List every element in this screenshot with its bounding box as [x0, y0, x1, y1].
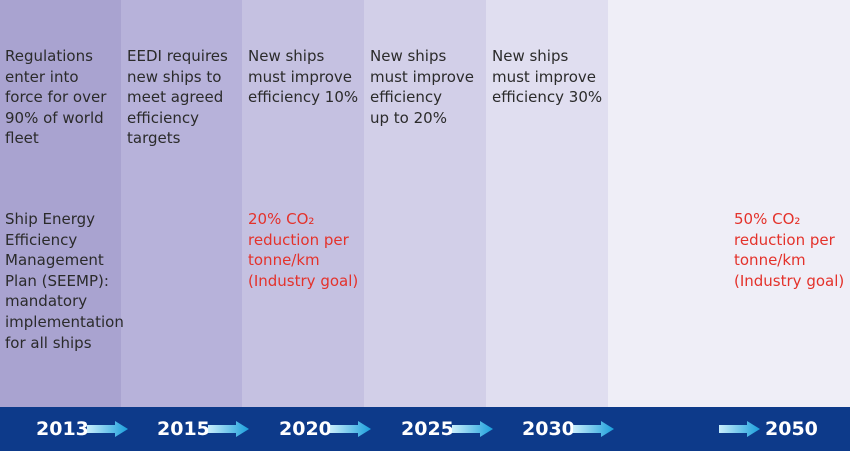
text-line: must improve: [370, 67, 475, 86]
text-line: targets: [127, 129, 181, 148]
text-line: Plan (SEEMP):: [5, 271, 109, 290]
text-line: fleet: [5, 129, 39, 148]
right-arrow-icon: [452, 421, 493, 437]
text-line: Ship Energy: [5, 210, 95, 228]
text-line: efficiency 10%: [248, 88, 359, 107]
right-arrow-icon: [573, 421, 614, 437]
timeline-column-2013: [0, 0, 121, 407]
text-line: New ships: [370, 47, 447, 65]
text-line: force for over: [5, 88, 107, 107]
text-line: for all ships: [5, 333, 92, 352]
text-line: EEDI requires: [127, 47, 228, 65]
text-line: efficiency: [370, 88, 443, 107]
year-label-2030: 2030: [522, 418, 575, 440]
text-line: implementation: [5, 312, 124, 331]
timeline-column-2030: [486, 0, 608, 407]
industry-goal-2020: 20% CO₂ reduction per tonne/km (Industry…: [248, 209, 358, 291]
industry-goal-2050: 50% CO₂ reduction per tonne/km (Industry…: [734, 209, 844, 291]
text-line: meet agreed: [127, 88, 224, 107]
text-line: reduction per: [734, 230, 835, 249]
text-line: must improve: [492, 67, 597, 86]
right-arrow-icon: [87, 421, 128, 437]
milestone-2013-text: Regulations enter into force for over 90…: [5, 46, 106, 149]
text-line: tonne/km: [248, 251, 320, 270]
timeline-column-2050: [608, 0, 850, 407]
text-line: efficiency: [127, 108, 200, 127]
year-label-2015: 2015: [157, 418, 210, 440]
text-line: 50% CO₂: [734, 210, 801, 228]
text-line: reduction per: [248, 230, 349, 249]
text-line: tonne/km: [734, 251, 806, 270]
text-line: (Industry goal): [734, 271, 845, 290]
text-line: mandatory: [5, 292, 88, 311]
right-arrow-icon: [330, 421, 371, 437]
text-line: (Industry goal): [248, 271, 359, 290]
timeline-column-2015: [121, 0, 242, 407]
milestone-2025-text: New ships must improve efficiency up to …: [370, 46, 474, 128]
year-label-2013: 2013: [36, 418, 89, 440]
text-line: Management: [5, 251, 104, 270]
right-arrow-icon: [719, 421, 760, 437]
text-line: New ships: [492, 47, 569, 65]
text-line: 20% CO₂: [248, 210, 315, 228]
text-line: up to 20%: [370, 108, 447, 127]
year-label-2025: 2025: [401, 418, 454, 440]
milestone-2020-text: New ships must improve efficiency 10%: [248, 46, 358, 108]
text-line: must improve: [248, 67, 353, 86]
timeline-column-2020: [242, 0, 364, 407]
text-line: efficiency 30%: [492, 88, 603, 107]
seemp-text: Ship Energy Efficiency Management Plan (…: [5, 209, 124, 353]
text-line: 90% of world: [5, 108, 104, 127]
text-line: New ships: [248, 47, 325, 65]
timeline-column-2025: [364, 0, 486, 407]
year-bar: 2013 2015 2020 2025 2030 2050: [0, 407, 850, 451]
milestone-2030-text: New ships must improve efficiency 30%: [492, 46, 602, 108]
right-arrow-icon: [208, 421, 249, 437]
year-label-2050: 2050: [765, 418, 818, 440]
text-line: enter into: [5, 67, 79, 86]
milestone-2015-text: EEDI requires new ships to meet agreed e…: [127, 46, 228, 149]
year-label-2020: 2020: [279, 418, 332, 440]
text-line: Regulations: [5, 47, 93, 65]
text-line: new ships to: [127, 67, 222, 86]
text-line: Efficiency: [5, 230, 78, 249]
